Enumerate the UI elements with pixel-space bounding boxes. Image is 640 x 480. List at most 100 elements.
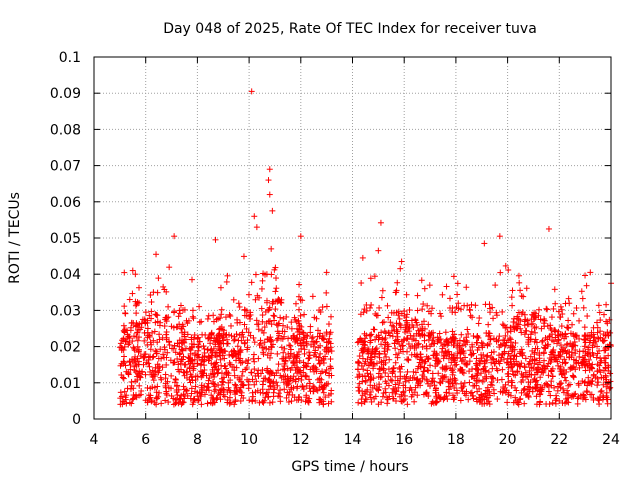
data-point	[561, 374, 568, 381]
data-point	[239, 381, 246, 388]
data-point	[250, 393, 257, 400]
data-point	[555, 362, 562, 369]
data-point	[529, 320, 536, 327]
data-point	[603, 396, 610, 403]
data-point	[570, 393, 577, 400]
data-point	[437, 310, 444, 317]
data-point	[299, 383, 306, 390]
data-point	[554, 383, 561, 390]
data-point	[217, 387, 224, 394]
data-point	[323, 269, 330, 276]
data-point	[432, 352, 439, 359]
data-point	[597, 388, 604, 395]
data-point	[524, 317, 531, 324]
data-point	[392, 381, 399, 388]
data-point	[469, 373, 476, 380]
data-point	[474, 332, 481, 339]
data-point	[586, 339, 593, 346]
data-point	[212, 338, 219, 345]
data-point	[259, 318, 266, 325]
data-point	[255, 355, 262, 362]
data-point	[603, 392, 610, 399]
data-point	[126, 399, 133, 406]
data-point	[265, 393, 272, 400]
data-point	[239, 329, 246, 336]
data-point	[529, 388, 536, 395]
data-point	[582, 352, 589, 359]
data-point	[493, 309, 500, 316]
data-point	[281, 345, 288, 352]
data-point	[272, 288, 279, 295]
data-point	[438, 313, 445, 320]
data-point	[424, 302, 431, 309]
data-point	[395, 350, 402, 357]
data-point	[313, 368, 320, 375]
data-point	[510, 323, 517, 330]
data-point	[457, 350, 464, 357]
data-point	[398, 310, 405, 317]
data-point	[300, 330, 307, 337]
data-point	[458, 358, 465, 365]
data-point	[188, 373, 195, 380]
data-point	[311, 339, 318, 346]
data-point	[376, 304, 383, 311]
data-point	[585, 356, 592, 363]
data-point	[493, 312, 500, 319]
data-point	[372, 310, 379, 317]
data-point	[259, 277, 266, 284]
data-point	[269, 399, 276, 406]
data-point	[251, 213, 258, 220]
data-point	[581, 379, 588, 386]
data-point	[557, 331, 564, 338]
y-tick-label: 0.1	[59, 50, 81, 66]
data-point	[563, 333, 570, 340]
data-point	[555, 337, 562, 344]
data-point	[250, 355, 257, 362]
data-point	[375, 401, 382, 408]
data-point	[575, 380, 582, 387]
data-point	[134, 337, 141, 344]
data-point	[296, 281, 303, 288]
data-point	[584, 313, 591, 320]
data-point	[488, 359, 495, 366]
data-point	[464, 326, 471, 333]
data-point	[225, 372, 232, 379]
data-point	[281, 386, 288, 393]
data-point	[288, 398, 295, 405]
data-point	[398, 258, 405, 265]
data-point	[268, 245, 275, 252]
data-point	[379, 393, 386, 400]
data-point	[389, 389, 396, 396]
data-point	[211, 370, 218, 377]
data-point	[454, 344, 461, 351]
data-point	[406, 387, 413, 394]
data-point	[313, 315, 320, 322]
data-point	[588, 364, 595, 371]
data-point	[563, 398, 570, 405]
data-point	[508, 382, 515, 389]
data-point	[513, 353, 520, 360]
data-point	[445, 379, 452, 386]
data-point	[197, 368, 204, 375]
data-point	[267, 338, 274, 345]
data-point	[128, 400, 135, 407]
data-point	[425, 380, 432, 387]
data-point	[366, 391, 373, 398]
data-point	[240, 334, 247, 341]
data-point	[231, 401, 238, 408]
data-point	[263, 367, 270, 374]
data-point	[154, 289, 161, 296]
data-point	[423, 353, 430, 360]
data-point	[603, 383, 610, 390]
data-point	[300, 342, 307, 349]
data-point	[393, 289, 400, 296]
data-point	[220, 379, 227, 386]
data-point	[519, 374, 526, 381]
data-point	[490, 335, 497, 342]
data-point	[557, 314, 564, 321]
data-point	[525, 361, 532, 368]
data-point	[436, 330, 443, 337]
data-point	[408, 317, 415, 324]
data-point	[485, 369, 492, 376]
data-point	[305, 376, 312, 383]
